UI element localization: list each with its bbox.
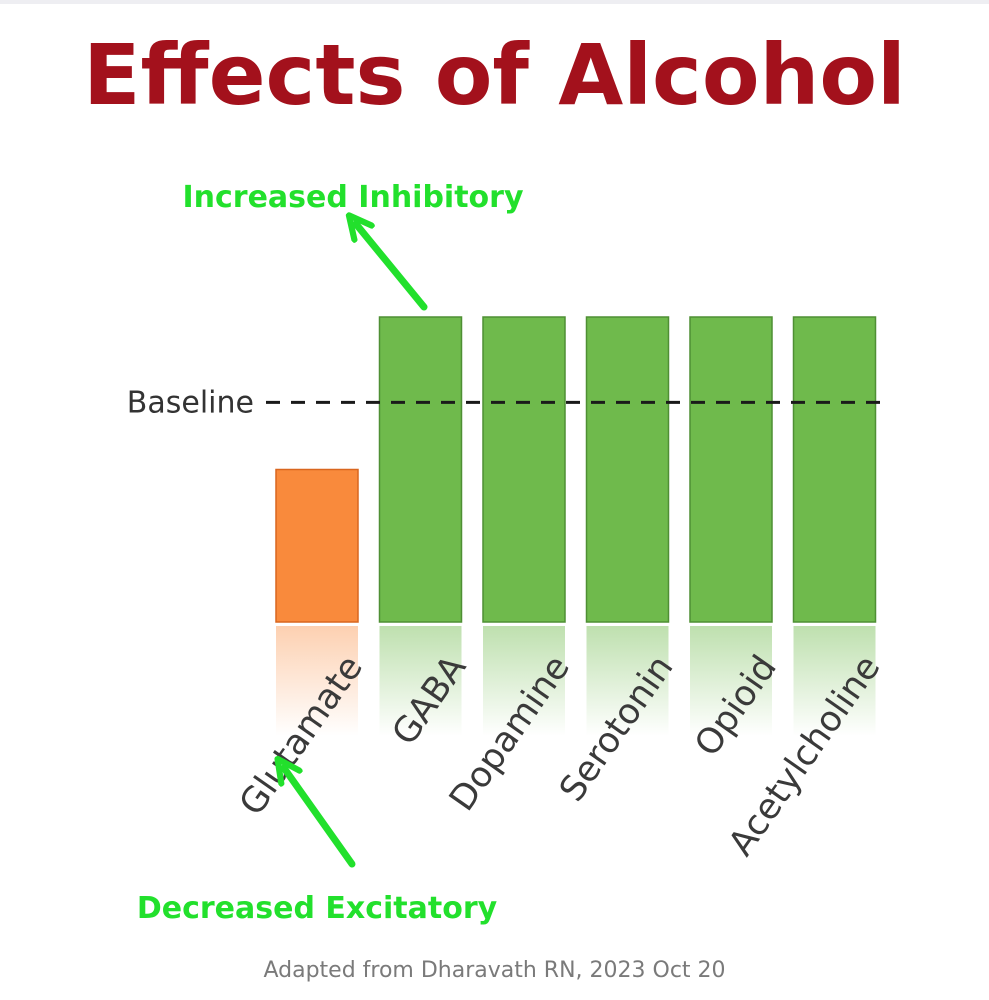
bar-reflection-opioid (690, 626, 772, 736)
arrow-increased-inhibitory (356, 224, 428, 311)
top-border (0, 0, 989, 4)
bar-reflection-glutamate (276, 626, 358, 736)
bar-reflection-dopamine (483, 626, 565, 736)
bar-serotonin (585, 316, 670, 623)
bar-reflection-acetylcholine (793, 626, 876, 736)
bar-reflection-gaba (379, 626, 462, 736)
source-caption: Adapted from Dharavath RN, 2023 Oct 20 (263, 958, 726, 983)
annotation-decreased-excitatory: Decreased Excitatory (137, 891, 498, 926)
bar-reflection-serotonin (586, 626, 669, 736)
chart-title: Effects of Alcohol (83, 26, 906, 124)
bar-glutamate (275, 468, 359, 623)
bar-opioid (689, 316, 773, 623)
baseline-label: Baseline (127, 385, 254, 420)
arrow-decreased-excitatory (284, 768, 356, 868)
bar-acetylcholine (792, 316, 877, 623)
bar-gaba (378, 316, 463, 623)
annotation-increased-inhibitory: Increased Inhibitory (182, 180, 523, 215)
bar-dopamine (482, 316, 566, 623)
